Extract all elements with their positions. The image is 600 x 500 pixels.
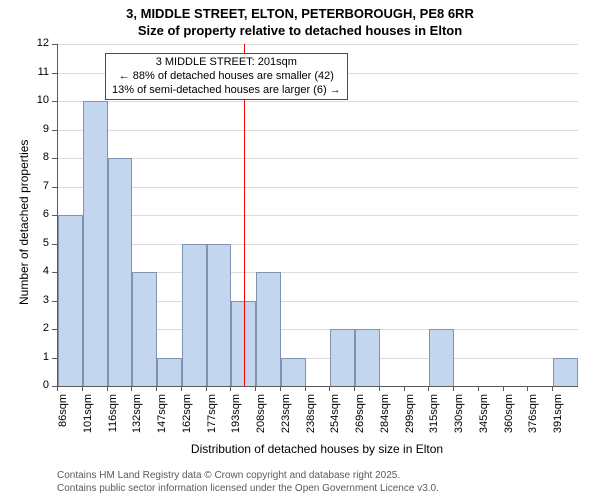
- x-tick-label: 254sqm: [329, 394, 341, 444]
- x-tick-label: 177sqm: [206, 394, 218, 444]
- x-tick: [206, 386, 207, 391]
- x-tick-label: 391sqm: [552, 394, 564, 444]
- footer-attribution: Contains HM Land Registry data © Crown c…: [57, 470, 439, 495]
- annotation-line-2: ← 88% of detached houses are smaller (42…: [112, 70, 341, 84]
- y-tick-label: 0: [27, 379, 49, 391]
- annotation-box: 3 MIDDLE STREET: 201sqm ← 88% of detache…: [105, 53, 348, 100]
- y-tick: [52, 187, 57, 188]
- x-tick: [527, 386, 528, 391]
- footer-line-2: Contains public sector information licen…: [57, 483, 439, 496]
- y-tick: [52, 158, 57, 159]
- x-tick: [354, 386, 355, 391]
- gridline: [58, 158, 578, 159]
- gridline: [58, 244, 578, 245]
- x-tick-label: 238sqm: [305, 394, 317, 444]
- gridline: [58, 44, 578, 45]
- histogram-bar: [256, 272, 281, 386]
- gridline: [58, 130, 578, 131]
- y-axis-label: Number of detached properties: [17, 140, 31, 305]
- gridline: [58, 101, 578, 102]
- x-tick-label: 376sqm: [527, 394, 539, 444]
- x-tick: [255, 386, 256, 391]
- x-tick: [478, 386, 479, 391]
- x-tick: [107, 386, 108, 391]
- x-tick-label: 345sqm: [478, 394, 490, 444]
- y-tick-label: 3: [27, 294, 49, 306]
- histogram-bar: [429, 329, 454, 386]
- x-tick: [280, 386, 281, 391]
- gridline: [58, 187, 578, 188]
- y-tick: [52, 329, 57, 330]
- x-tick: [57, 386, 58, 391]
- annotation-line-1: 3 MIDDLE STREET: 201sqm: [112, 56, 341, 70]
- histogram-bar: [182, 244, 207, 387]
- x-tick: [503, 386, 504, 391]
- y-tick: [52, 130, 57, 131]
- y-tick-label: 8: [27, 151, 49, 163]
- histogram-bar: [132, 272, 157, 386]
- x-tick-label: 360sqm: [503, 394, 515, 444]
- histogram-bar: [58, 215, 83, 386]
- y-tick: [52, 272, 57, 273]
- x-tick: [230, 386, 231, 391]
- y-tick-label: 12: [27, 37, 49, 49]
- x-tick: [428, 386, 429, 391]
- x-tick-label: 284sqm: [379, 394, 391, 444]
- x-axis-label: Distribution of detached houses by size …: [57, 442, 577, 456]
- y-tick: [52, 301, 57, 302]
- y-tick: [52, 73, 57, 74]
- x-tick: [404, 386, 405, 391]
- y-tick: [52, 101, 57, 102]
- x-tick-label: 116sqm: [107, 394, 119, 444]
- y-tick: [52, 244, 57, 245]
- x-tick: [156, 386, 157, 391]
- annotation-line-3: 13% of semi-detached houses are larger (…: [112, 84, 341, 98]
- histogram-bar: [553, 358, 578, 387]
- x-tick-label: 315sqm: [428, 394, 440, 444]
- chart-title-sub: Size of property relative to detached ho…: [0, 23, 600, 38]
- y-tick-label: 4: [27, 265, 49, 277]
- histogram-bar: [83, 101, 108, 386]
- x-tick-label: 299sqm: [404, 394, 416, 444]
- y-tick: [52, 44, 57, 45]
- x-tick-label: 132sqm: [131, 394, 143, 444]
- x-tick: [82, 386, 83, 391]
- x-tick-label: 101sqm: [82, 394, 94, 444]
- y-tick-label: 10: [27, 94, 49, 106]
- y-tick-label: 1: [27, 351, 49, 363]
- x-tick-label: 223sqm: [280, 394, 292, 444]
- histogram-bar: [157, 358, 182, 387]
- y-tick: [52, 358, 57, 359]
- x-tick: [552, 386, 553, 391]
- y-tick-label: 5: [27, 237, 49, 249]
- x-tick-label: 86sqm: [57, 394, 69, 444]
- x-tick: [453, 386, 454, 391]
- histogram-bar: [355, 329, 380, 386]
- y-tick-label: 6: [27, 208, 49, 220]
- x-tick: [181, 386, 182, 391]
- y-tick: [52, 215, 57, 216]
- x-tick-label: 193sqm: [230, 394, 242, 444]
- x-tick: [329, 386, 330, 391]
- x-tick-label: 269sqm: [354, 394, 366, 444]
- x-tick-label: 208sqm: [255, 394, 267, 444]
- x-tick: [379, 386, 380, 391]
- histogram-bar: [281, 358, 306, 387]
- y-tick-label: 2: [27, 322, 49, 334]
- histogram-bar: [330, 329, 355, 386]
- x-tick-label: 147sqm: [156, 394, 168, 444]
- y-tick-label: 7: [27, 180, 49, 192]
- histogram-bar: [207, 244, 232, 387]
- x-tick-label: 330sqm: [453, 394, 465, 444]
- x-tick-label: 162sqm: [181, 394, 193, 444]
- x-tick: [131, 386, 132, 391]
- footer-line-1: Contains HM Land Registry data © Crown c…: [57, 470, 439, 483]
- gridline: [58, 215, 578, 216]
- y-tick-label: 9: [27, 123, 49, 135]
- histogram-bar: [108, 158, 133, 386]
- chart-title-main: 3, MIDDLE STREET, ELTON, PETERBOROUGH, P…: [0, 6, 600, 21]
- x-tick: [305, 386, 306, 391]
- y-tick-label: 11: [27, 66, 49, 78]
